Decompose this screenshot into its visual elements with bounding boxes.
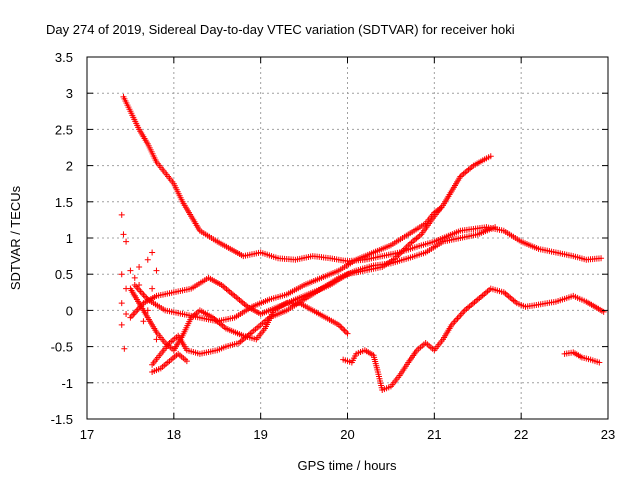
x-tick-label: 20 bbox=[340, 427, 354, 442]
data-point bbox=[492, 224, 499, 231]
data-point bbox=[153, 267, 160, 274]
data-point bbox=[123, 285, 130, 292]
x-tick-label: 23 bbox=[601, 427, 615, 442]
data-point bbox=[144, 256, 151, 263]
y-axis-label: SDTVAR / TECUs bbox=[8, 185, 23, 290]
data-point bbox=[149, 285, 156, 292]
data-point bbox=[144, 307, 151, 314]
series-scatter-burst bbox=[118, 211, 160, 352]
data-point bbox=[131, 292, 138, 299]
y-tick-label: -0.5 bbox=[51, 340, 73, 355]
x-tick-label: 17 bbox=[80, 427, 94, 442]
data-point bbox=[487, 153, 494, 160]
data-point bbox=[118, 321, 125, 328]
data-point bbox=[153, 336, 160, 343]
chart-title: Day 274 of 2019, Sidereal Day-to-day VTE… bbox=[46, 22, 515, 37]
x-axis-label: GPS time / hours bbox=[298, 458, 397, 473]
x-tick-label: 19 bbox=[253, 427, 267, 442]
series-track-g bbox=[340, 285, 607, 394]
y-tick-label: 1 bbox=[66, 231, 73, 246]
data-point bbox=[438, 204, 445, 211]
y-tick-label: 0.5 bbox=[55, 267, 73, 282]
y-tick-label: -1.5 bbox=[51, 412, 73, 427]
axis-ticks: 17 18 19 20 21 22 23 3.5 3 2.5 2 1.5 1 0.5 0 -0.5 -1 -1.5 bbox=[51, 50, 616, 442]
y-tick-label: -1 bbox=[61, 376, 73, 391]
data-point bbox=[337, 323, 344, 330]
y-tick-label: 2.5 bbox=[55, 122, 73, 137]
y-tick-label: 0 bbox=[66, 303, 73, 318]
data-point bbox=[338, 324, 345, 331]
series-track-c bbox=[127, 285, 351, 354]
data-point bbox=[131, 274, 138, 281]
data-point bbox=[140, 318, 147, 325]
series-track-h bbox=[561, 349, 603, 366]
data-point bbox=[598, 255, 605, 262]
data-point bbox=[118, 211, 125, 218]
data-points bbox=[118, 93, 607, 394]
data-point bbox=[600, 308, 607, 315]
data-point bbox=[123, 238, 130, 245]
data-point bbox=[123, 311, 130, 318]
x-tick-label: 18 bbox=[167, 427, 181, 442]
data-point bbox=[118, 271, 125, 278]
data-point bbox=[343, 329, 350, 336]
data-point bbox=[120, 231, 127, 238]
series-track-d bbox=[131, 204, 445, 325]
data-point bbox=[596, 359, 603, 366]
data-point bbox=[341, 327, 348, 334]
data-point bbox=[121, 345, 128, 352]
data-point bbox=[335, 321, 342, 328]
data-point bbox=[149, 249, 156, 256]
data-point bbox=[344, 330, 351, 337]
series-track-e bbox=[149, 224, 499, 368]
y-tick-label: 1.5 bbox=[55, 195, 73, 210]
data-point bbox=[340, 326, 347, 333]
data-point bbox=[118, 300, 125, 307]
series-track-f bbox=[149, 350, 190, 375]
x-tick-label: 22 bbox=[514, 427, 528, 442]
x-tick-label: 21 bbox=[427, 427, 441, 442]
series-track-a bbox=[120, 93, 605, 265]
y-tick-label: 2 bbox=[66, 159, 73, 174]
y-tick-label: 3.5 bbox=[55, 50, 73, 65]
data-point bbox=[136, 263, 143, 270]
data-point bbox=[136, 282, 143, 289]
data-point bbox=[127, 267, 134, 274]
y-tick-label: 3 bbox=[66, 86, 73, 101]
data-point bbox=[183, 358, 190, 365]
grid bbox=[87, 57, 608, 419]
